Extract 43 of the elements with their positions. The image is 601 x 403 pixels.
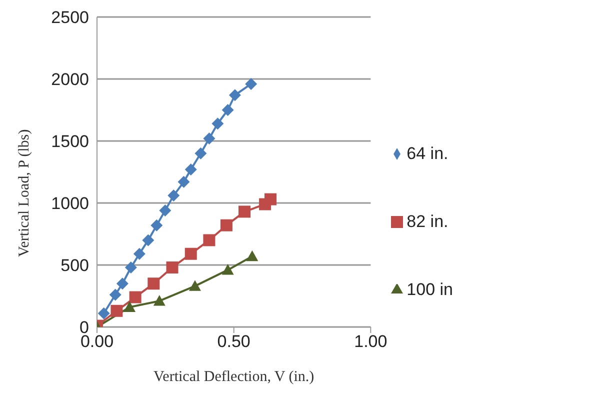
point (184, 164, 197, 176)
point (203, 132, 216, 145)
point (129, 291, 142, 304)
point (142, 234, 154, 246)
point (220, 219, 232, 232)
point (168, 190, 180, 202)
point (194, 147, 207, 160)
y-tick-label: 2500 (51, 8, 89, 28)
point (228, 89, 241, 102)
point (166, 261, 178, 274)
point (98, 307, 110, 320)
y-tick-label: 1000 (51, 194, 89, 214)
x-axis-title: Vertical Deflection, V (in.) (154, 369, 314, 385)
point (150, 219, 163, 232)
point (203, 234, 216, 246)
point (212, 118, 224, 130)
point (116, 278, 128, 290)
point (124, 261, 137, 274)
point (245, 78, 258, 90)
point (178, 176, 190, 188)
y-tick-label: 1500 (51, 132, 89, 152)
point (124, 301, 136, 312)
point (148, 278, 160, 290)
point (110, 304, 123, 317)
x-tick-label: 0.00 (80, 332, 114, 352)
point (238, 206, 251, 218)
legend-label: 64 in. (406, 144, 448, 162)
point (188, 280, 201, 291)
point (184, 248, 197, 260)
point (153, 294, 166, 306)
legend-label: 82 in. (406, 212, 448, 230)
y-axis-title: Vertical Load, P (lbs) (16, 129, 32, 257)
point (222, 104, 234, 116)
y-tick-label: 2000 (51, 70, 89, 90)
x-tick-label: 1.00 (354, 332, 388, 352)
point (159, 204, 172, 216)
point (133, 248, 146, 260)
x-tick-label: 0.50 (217, 332, 250, 352)
y-tick-label: 500 (60, 256, 89, 276)
point (109, 288, 122, 301)
point (246, 250, 258, 262)
legend-label: 100 in (406, 280, 453, 298)
point (222, 264, 234, 275)
